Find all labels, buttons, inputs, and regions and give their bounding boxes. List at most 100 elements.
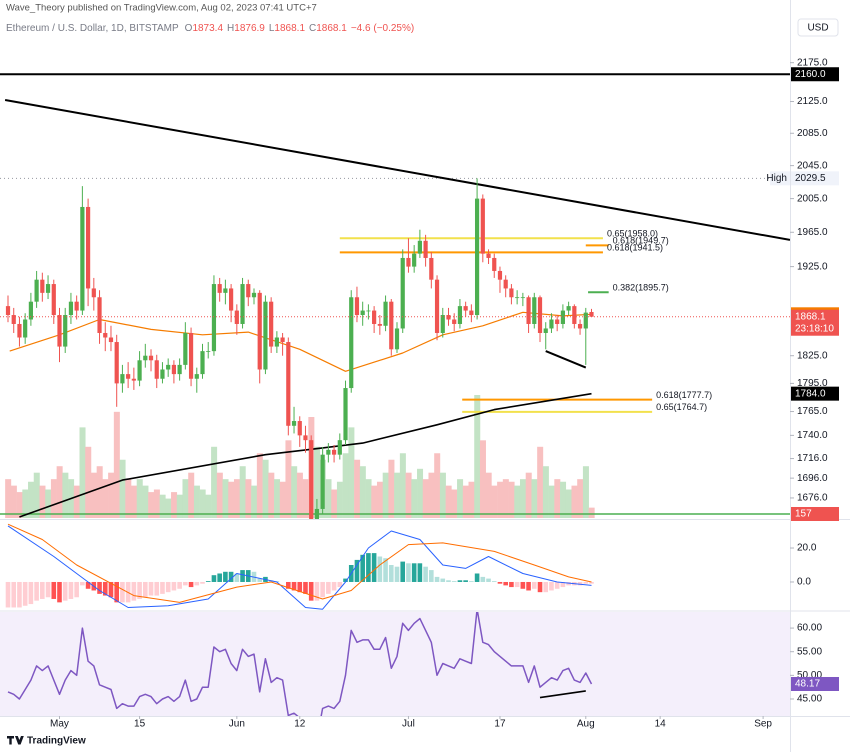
macd-histogram-bar — [188, 581, 194, 588]
candle-body — [45, 284, 51, 293]
volume-bar — [188, 472, 195, 518]
fib-label: 0.65(1958.0) — [607, 229, 658, 239]
candle-body — [452, 319, 457, 324]
macd-histogram-bar — [423, 566, 428, 582]
macd-histogram-bar — [143, 581, 148, 598]
publisher: Wave_Theory published on TradingView.com… — [6, 3, 317, 14]
candle-body — [17, 323, 22, 338]
y-tick-label: 2175.0 — [797, 57, 828, 68]
candle-body — [520, 297, 525, 299]
volume-bar — [245, 479, 252, 518]
macd-histogram-bar — [80, 581, 85, 586]
candle-body — [200, 351, 205, 375]
candle-body — [286, 342, 291, 426]
candle-body — [80, 206, 85, 311]
macd-histogram-bar — [320, 581, 325, 598]
candle-body — [326, 449, 331, 455]
macd-histogram-bar — [177, 581, 182, 589]
macd-histogram-bar — [228, 571, 234, 582]
currency-box[interactable] — [797, 18, 839, 37]
sma-value-label-box — [791, 386, 839, 401]
volume-bar — [479, 440, 486, 518]
candle-body — [63, 315, 68, 347]
volume-bar — [577, 479, 584, 518]
macd-histogram-bar — [62, 581, 68, 601]
volume-bar — [388, 459, 395, 518]
volume-bar — [336, 481, 343, 518]
macd-histogram-bar — [577, 581, 583, 586]
candle-body — [120, 374, 125, 384]
candle-body — [108, 337, 114, 343]
change: −4.6 (−0.25%) — [351, 23, 414, 34]
volume-bar — [394, 472, 401, 518]
candle-body — [474, 198, 480, 316]
volume-bar — [56, 466, 63, 518]
y-tick-label: 20.0 — [797, 543, 817, 554]
candle-body — [263, 301, 268, 370]
volume-bar — [491, 485, 498, 518]
macd-histogram-bar — [503, 581, 508, 586]
volume-bar — [171, 492, 178, 518]
x-tick-label: 15 — [134, 719, 146, 730]
candle-body — [40, 279, 45, 293]
x-tick-label: 14 — [655, 719, 667, 730]
candle-body — [457, 306, 463, 324]
ohlc-label: H — [227, 23, 234, 34]
volume-bar — [314, 446, 321, 518]
macd-histogram-bar — [205, 581, 211, 582]
volume-bar — [359, 466, 366, 518]
candle-body — [131, 378, 136, 381]
macd-histogram-bar — [440, 578, 446, 582]
volume-bar — [474, 395, 481, 518]
candle-body — [74, 301, 79, 311]
volume-bar — [256, 453, 263, 518]
macd-histogram-bar — [40, 581, 45, 599]
candle-body — [34, 279, 39, 302]
candle-body — [257, 292, 262, 370]
macd-histogram-bar — [217, 573, 222, 582]
x-tick-label: May — [50, 719, 69, 730]
macd-histogram-bar — [57, 581, 62, 603]
ohlc-label: O — [185, 23, 193, 34]
volume-ma-label: 157 — [795, 509, 812, 520]
candle-body — [148, 355, 154, 361]
volume-bar — [10, 485, 17, 518]
candle-body — [103, 332, 108, 338]
volume-bar — [365, 479, 372, 518]
volume-bar — [113, 411, 120, 518]
volume-bar — [331, 489, 338, 518]
volume-bar — [296, 472, 303, 518]
rsi-value-label: 48.17 — [795, 679, 820, 690]
volume-bar — [165, 498, 172, 518]
y-tick-label: 0.0 — [797, 577, 811, 588]
volume-bar — [497, 481, 504, 518]
candle-body — [23, 319, 28, 338]
volume-bar — [85, 446, 92, 518]
volume-bar — [588, 507, 595, 518]
fib-label: 0.618(1941.5) — [607, 243, 663, 253]
candle-body — [91, 288, 96, 298]
macd-histogram-bar — [154, 581, 160, 596]
volume-bar — [514, 485, 521, 518]
candle-body — [240, 284, 245, 324]
macd-histogram-bar — [354, 559, 360, 582]
candle-body — [223, 288, 228, 293]
macd-histogram-bar — [366, 553, 371, 582]
candle-body — [526, 297, 531, 324]
volume-bar — [302, 479, 309, 518]
ohlc-value: 1873.4 — [192, 23, 223, 34]
macd-histogram-bar — [74, 581, 79, 598]
currency[interactable]: USD — [807, 23, 828, 34]
candle-body — [412, 253, 417, 267]
volume-ma-label-box — [791, 507, 839, 521]
macd-histogram-bar — [326, 581, 331, 594]
candle-body — [303, 435, 308, 441]
macd-histogram-bar — [120, 581, 125, 603]
candle-body — [480, 198, 485, 254]
x-tick-label: Aug — [577, 719, 595, 730]
y-tick-label: 60.00 — [797, 623, 822, 634]
macd-line — [7, 523, 592, 603]
macd-histogram-bar — [360, 554, 365, 582]
y-tick-label: 55.00 — [797, 646, 822, 657]
volume-bar — [371, 485, 378, 518]
